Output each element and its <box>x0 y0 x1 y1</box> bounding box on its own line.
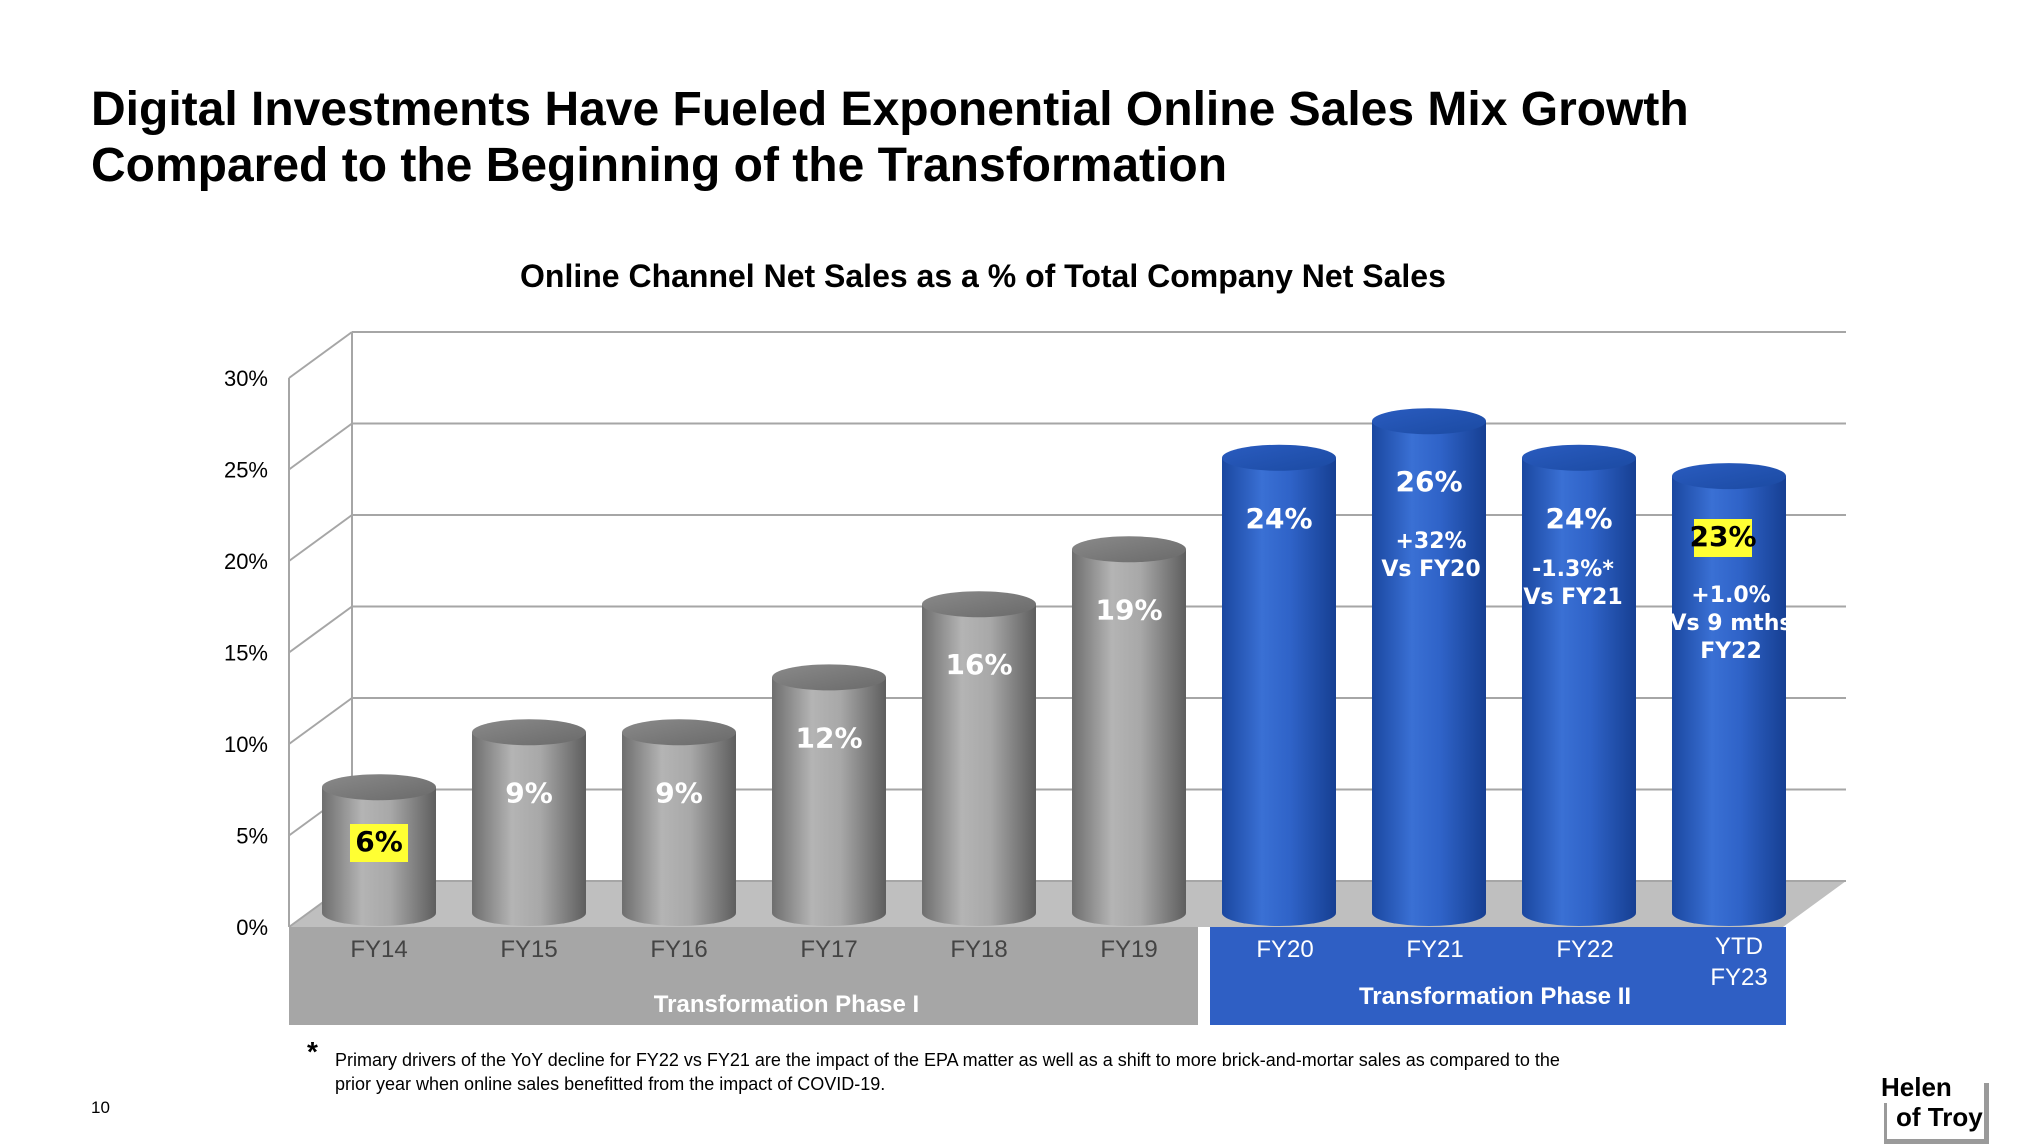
logo-text-line-1: Helen <box>1881 1072 1952 1102</box>
bar-top <box>1672 463 1786 490</box>
value-label-highlight <box>350 824 408 862</box>
value-label: 16% <box>945 648 1012 681</box>
footnote: * Primary drivers of the YoY decline for… <box>307 1038 1707 1096</box>
bar-annotation: Vs 9 mths <box>1670 611 1793 636</box>
x-tick-label: FY17 <box>800 936 857 963</box>
value-label-highlight <box>1694 519 1752 557</box>
y-tick-label: 5% <box>236 824 268 849</box>
y-tick-label: 30% <box>224 366 268 391</box>
value-label: 12% <box>795 721 862 754</box>
gridline-side <box>288 605 353 654</box>
phase-2-label: Transformation Phase II <box>1359 983 1631 1010</box>
value-label: 19% <box>1095 593 1162 626</box>
logo-text-line-2: of Troy <box>1896 1102 1983 1132</box>
bar-annotation: FY22 <box>1700 639 1762 664</box>
x-tick-label: FY15 <box>500 936 557 963</box>
bar <box>922 604 1036 926</box>
slide-title-line-2: Compared to the Beginning of the Transfo… <box>91 139 1228 192</box>
slide-title-line-1: Digital Investments Have Fueled Exponent… <box>91 83 1689 136</box>
gridline-side <box>288 514 353 562</box>
value-label: 24% <box>1545 502 1612 535</box>
value-label: 23% <box>1689 520 1756 553</box>
y-tick-label: 10% <box>224 732 268 757</box>
chart-title: Online Channel Net Sales as a % of Total… <box>520 258 1446 294</box>
bar-top <box>922 591 1036 618</box>
footnote-line-2: prior year when online sales benefitted … <box>335 1074 886 1094</box>
x-tick-label: FY19 <box>1100 936 1157 963</box>
footnote-line-1: Primary drivers of the YoY decline for F… <box>335 1050 1560 1070</box>
bar-top <box>1222 444 1336 471</box>
bar-top <box>1072 536 1186 563</box>
bar <box>1672 476 1786 926</box>
bar-annotation: -1.3%* <box>1532 557 1614 582</box>
bar <box>1222 457 1336 926</box>
bar-annotation: +32% <box>1395 529 1466 554</box>
value-label: 9% <box>505 776 553 809</box>
logo-frame <box>1884 1083 1989 1144</box>
gridline-side <box>288 331 353 379</box>
phase-2-band <box>1210 927 1786 1025</box>
footnote-asterisk: * <box>307 1036 318 1067</box>
bar-annotation: Vs FY21 <box>1523 585 1622 610</box>
bar <box>1522 457 1636 926</box>
x-tick-label: FY14 <box>350 936 407 963</box>
x-tick-label: FY21 <box>1406 936 1463 963</box>
logo-frame-left <box>1884 1103 1887 1139</box>
bar <box>472 732 586 926</box>
bar-top <box>1522 444 1636 471</box>
gridline-side <box>288 697 353 745</box>
company-logo: Helen of Troy <box>1878 1072 1990 1144</box>
y-tick-label: 20% <box>224 549 268 574</box>
bar-top <box>622 719 736 746</box>
phase-1-band <box>289 927 1198 1025</box>
x-tick-label-line-1: YTD <box>1715 933 1763 960</box>
bar-top <box>1372 408 1486 435</box>
bar-top <box>472 719 586 746</box>
slide-title: Digital Investments Have Fueled Exponent… <box>91 82 1991 194</box>
phase-1-label: Transformation Phase I <box>654 991 919 1018</box>
bar-top <box>772 664 886 691</box>
x-tick-label-line-2: FY23 <box>1710 964 1767 991</box>
bar <box>1372 421 1486 926</box>
bar-annotation: Vs FY20 <box>1381 557 1480 582</box>
x-tick-label: FY20 <box>1256 936 1313 963</box>
x-tick-label: FY22 <box>1556 936 1613 963</box>
bar-top <box>322 774 436 801</box>
bar <box>772 677 886 926</box>
value-label: 9% <box>655 776 703 809</box>
value-label: 6% <box>355 825 403 858</box>
gridline-side <box>288 422 353 471</box>
bar <box>1072 549 1186 926</box>
y-tick-label: 0% <box>236 915 268 940</box>
x-tick-label: FY16 <box>650 936 707 963</box>
page-number: 10 <box>91 1098 110 1117</box>
bar <box>622 732 736 926</box>
y-tick-label: 25% <box>224 458 268 483</box>
value-label: 26% <box>1395 465 1462 498</box>
value-label: 24% <box>1245 502 1312 535</box>
y-tick-label: 15% <box>224 641 268 666</box>
x-tick-label: FY18 <box>950 936 1007 963</box>
bar-annotation: +1.0% <box>1691 583 1770 608</box>
